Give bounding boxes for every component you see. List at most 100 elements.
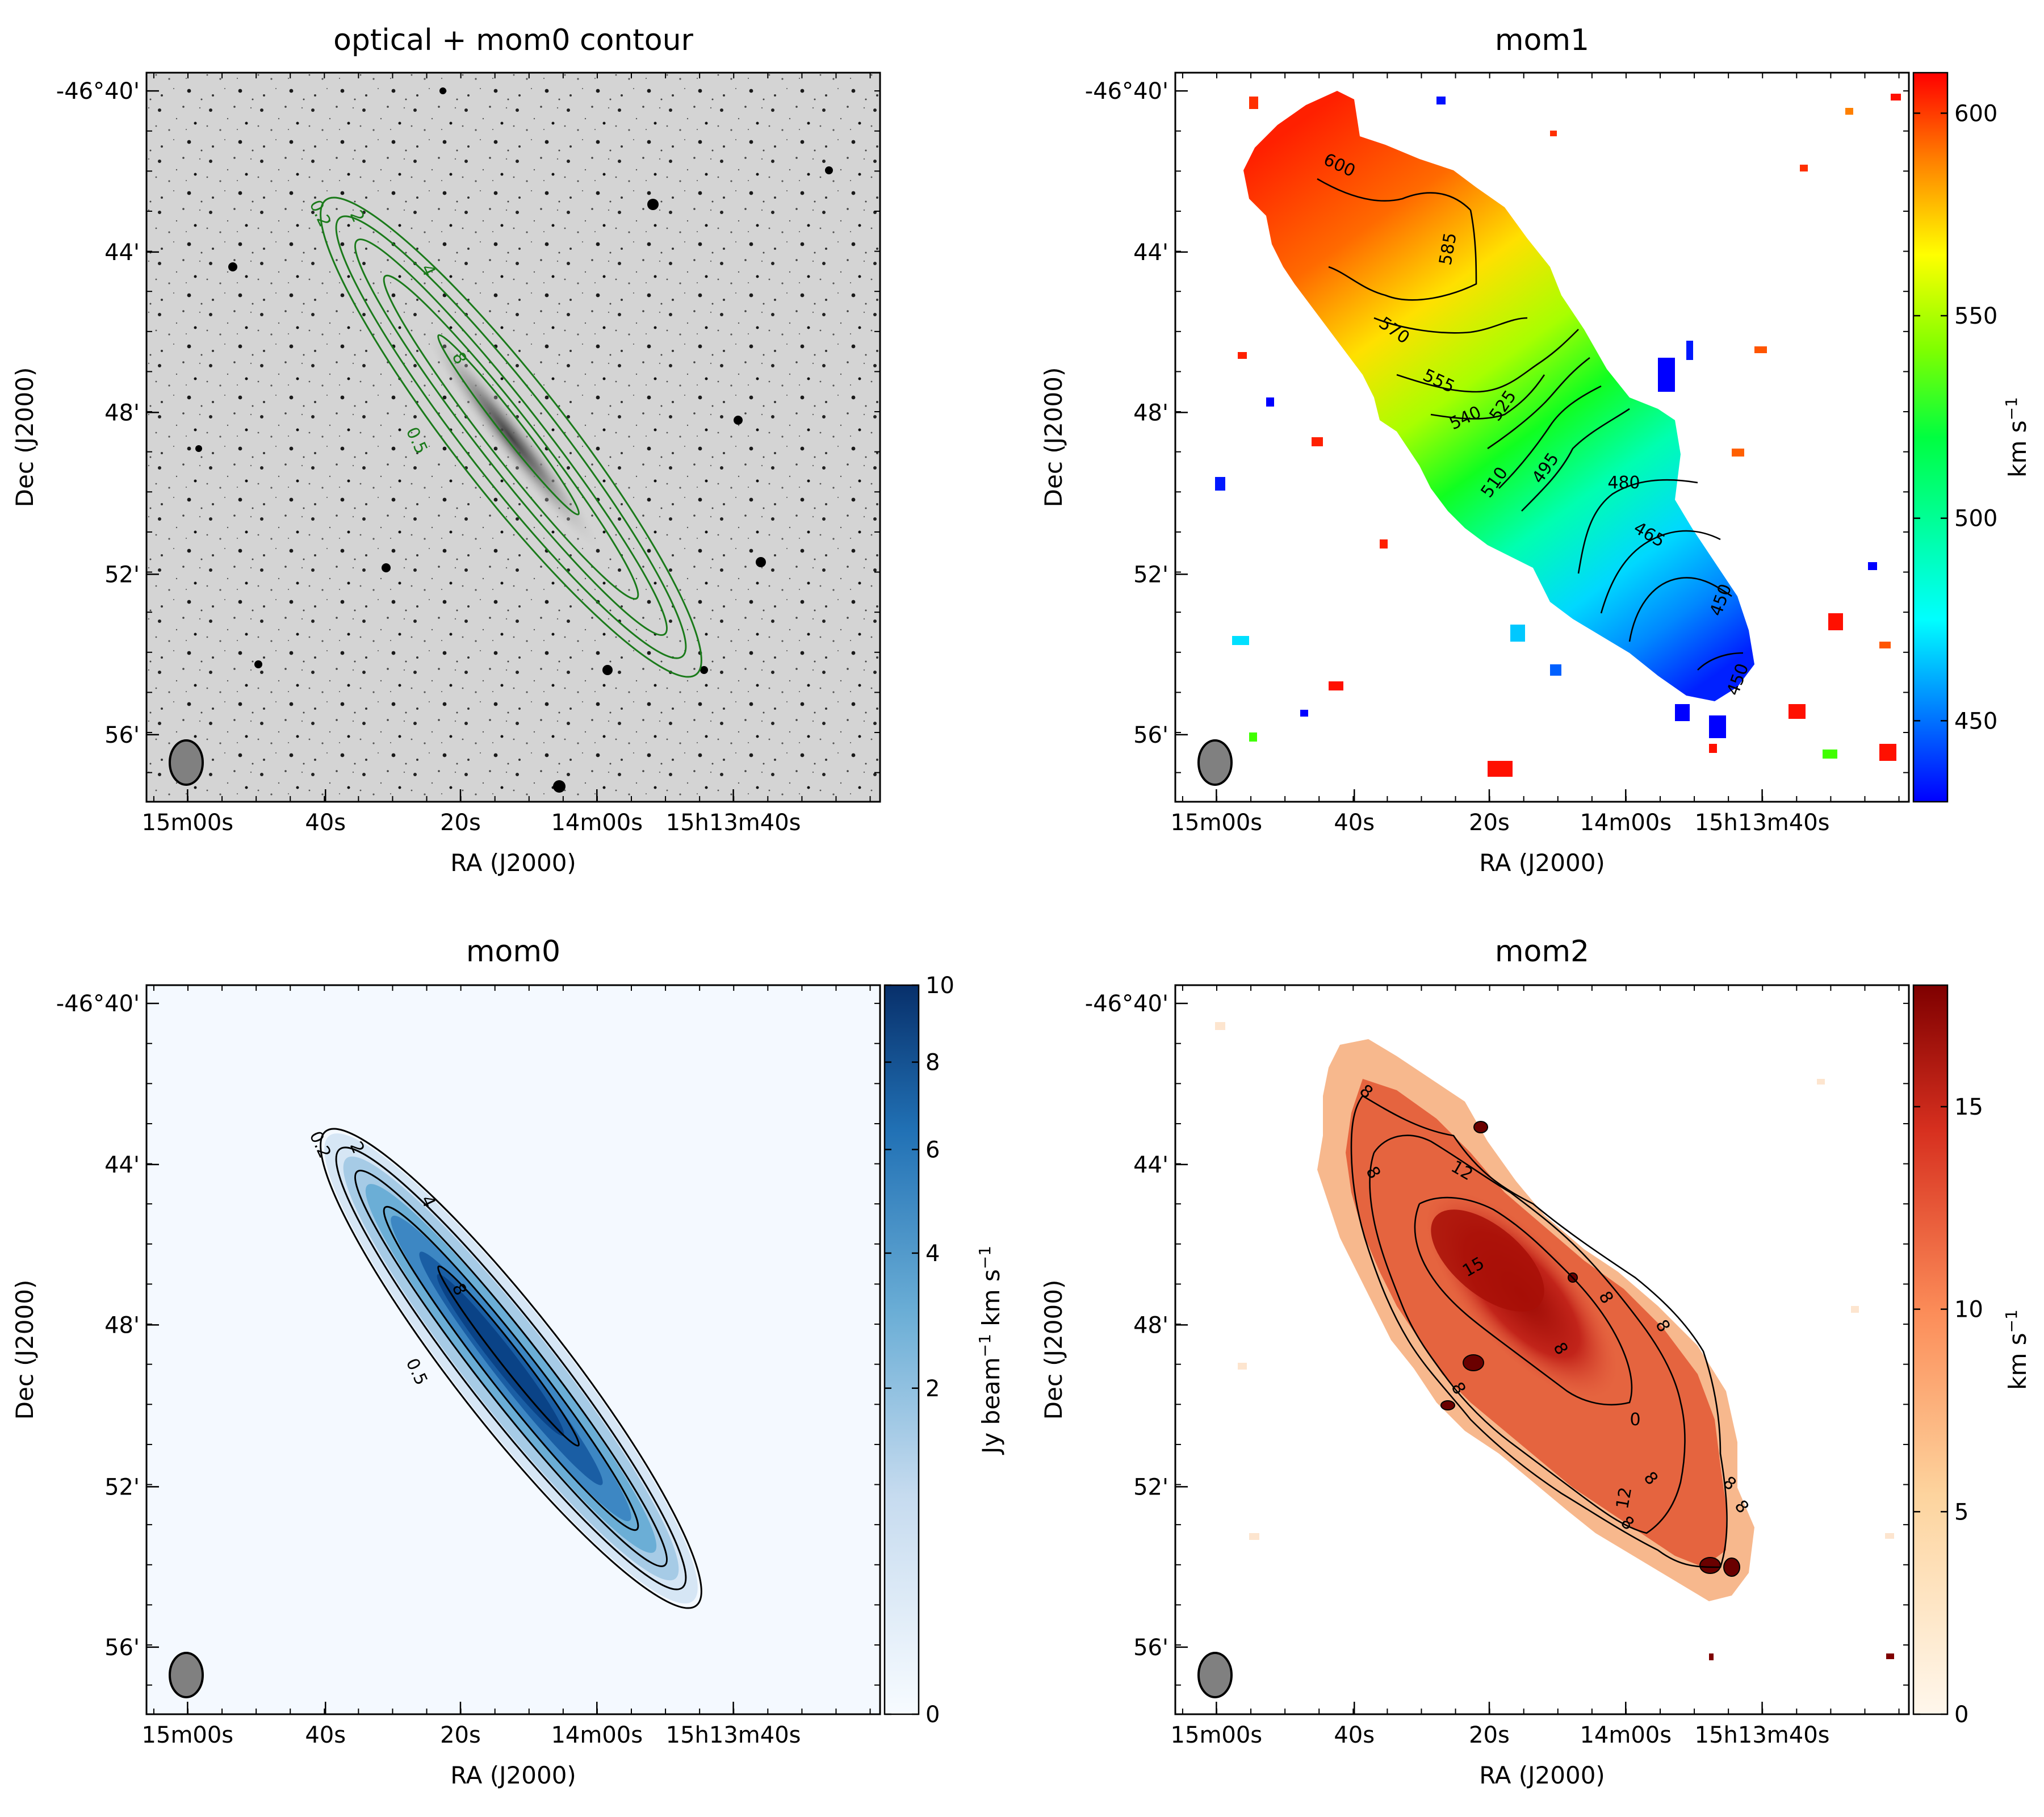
mom1-colorbar-ticks: 450 500 550 600 — [1913, 101, 1997, 734]
y-axis-label: Dec (J2000) — [1040, 367, 1067, 508]
beam-ellipse — [1197, 739, 1233, 786]
panel2-title: mom1 — [1495, 23, 1589, 57]
x-tick-label: 40s — [1334, 1722, 1375, 1748]
mom2-colorbar — [1912, 984, 1949, 1715]
colorbar-tick-label: 500 — [1954, 506, 1997, 532]
x-tick-label: 15h13m40s — [1695, 1722, 1830, 1748]
panel3-title: mom0 — [466, 935, 560, 969]
x-axis-label: RA (J2000) — [1479, 849, 1605, 877]
x-tick-label: 20s — [440, 1722, 481, 1748]
colorbar-tick-label: 2 — [925, 1376, 940, 1402]
mom1-colorbar-label: km s−1 — [2002, 397, 2032, 478]
panel4-title: mom2 — [1495, 935, 1589, 969]
contour-level-0.2 — [320, 196, 702, 678]
contour-level-0.5 — [335, 1146, 687, 1590]
colorbar-tick-label: 600 — [1954, 101, 1997, 127]
contour-label: 480 — [1607, 473, 1640, 493]
y-tick-label: 48' — [1133, 400, 1168, 426]
x-tick-label: 15m00s — [142, 810, 234, 836]
colorbar-tick-label: 5 — [1954, 1499, 1968, 1525]
x-tick-label: 40s — [1334, 810, 1375, 836]
contour-level-8 — [437, 1265, 580, 1447]
mom2-colorbar-ticks: 0 5 10 15 — [1913, 1094, 1983, 1728]
optical-galaxy — [418, 320, 604, 554]
p1-contours — [320, 196, 702, 678]
colorbar-tick-label: 0 — [925, 1702, 940, 1728]
x-tick-label: 20s — [440, 810, 481, 836]
y-tick-label: -46°40' — [56, 78, 140, 104]
mom0-colorbar-label: Jy beam−1 km s−1 — [975, 1246, 1005, 1455]
colorbar-tick-label: 4 — [925, 1241, 940, 1267]
y-axis-label: Dec (J2000) — [11, 1280, 39, 1420]
x-tick-label: 20s — [1469, 1722, 1510, 1748]
y-tick-label: -46°40' — [1085, 78, 1168, 104]
panel-mom1: mom1 — [1040, 23, 2032, 877]
y-tick-label: 56' — [104, 722, 140, 748]
y-axis-label: Dec (J2000) — [1040, 1280, 1067, 1420]
x-tick-label: 14m00s — [1580, 810, 1672, 836]
y-tick-label: 44' — [104, 1152, 140, 1178]
contour-label: 12 — [1612, 1486, 1636, 1511]
y-tick-label: -46°40' — [1085, 991, 1168, 1017]
y-tick-label: 56' — [104, 1635, 140, 1661]
mom1-contours — [1317, 178, 1744, 671]
x-tick-label: 14m00s — [1580, 1722, 1672, 1748]
mom2-noise — [1215, 1022, 1894, 1540]
panel1-axes: 15m00s 40s 20s 14m00s 15h13m40s -46°40' 44' 48'… — [11, 73, 880, 877]
contour-label: 0 — [1630, 1410, 1640, 1430]
mom0-colorbar-ticks: 0 2 4 6 8 10 — [885, 973, 954, 1728]
panel-mom2: mom2 — [1040, 935, 2032, 1789]
colorbar-tick-label: 450 — [1954, 708, 1997, 734]
panel1-title: optical + mom0 contour — [333, 23, 693, 57]
contour-level-2 — [354, 238, 668, 636]
y-tick-label: 52' — [1133, 562, 1168, 588]
y-tick-label: 48' — [104, 1312, 140, 1338]
mom1-noise-blobs — [1215, 94, 1901, 777]
contour-level-4 — [383, 274, 639, 600]
contour-level-0.2 — [320, 1128, 702, 1609]
x-tick-label: 15h13m40s — [1695, 810, 1830, 836]
colorbar-tick-label: 6 — [925, 1137, 940, 1163]
x-tick-label: 40s — [305, 1722, 346, 1748]
y-tick-label: 48' — [1133, 1312, 1168, 1338]
mom0-colorbar — [883, 984, 920, 1715]
mom2-contours — [1350, 1095, 1728, 1568]
contour-level-2 — [354, 1170, 668, 1567]
x-tick-label: 40s — [305, 810, 346, 836]
y-tick-label: 52' — [104, 1474, 140, 1500]
panel2-frame — [1174, 72, 1910, 803]
colorbar-tick-label: 10 — [925, 973, 954, 999]
p3-contours — [320, 1128, 702, 1609]
optical-bright-stars — [195, 87, 833, 793]
y-axis-label: Dec (J2000) — [11, 367, 39, 508]
mom1-colorbar — [1912, 72, 1949, 803]
beam-ellipse — [169, 1652, 204, 1698]
y-tick-label: 56' — [1133, 1635, 1168, 1661]
x-axis-label: RA (J2000) — [1479, 1761, 1605, 1789]
x-tick-label: 15h13m40s — [666, 810, 801, 836]
panel1-frame — [145, 72, 881, 803]
mom2-hotspots — [1440, 1121, 1740, 1577]
contour-level-4 — [383, 1205, 639, 1531]
y-tick-label: 52' — [1133, 1474, 1168, 1500]
mom1-velocity-field — [1243, 91, 1754, 701]
beam-ellipse — [1197, 1652, 1233, 1698]
colorbar-tick-label: 15 — [1954, 1094, 1983, 1120]
y-tick-label: 48' — [104, 400, 140, 426]
y-tick-label: -46°40' — [56, 991, 140, 1017]
y-tick-label: 52' — [104, 562, 140, 588]
contour-level-8 — [437, 334, 580, 516]
colorbar-tick-label: 0 — [1954, 1702, 1968, 1728]
x-axis-label: RA (J2000) — [450, 1761, 576, 1789]
y-tick-label: 44' — [104, 240, 140, 266]
y-tick-label: 44' — [1133, 1152, 1168, 1178]
panel2-axes: 15m00s 40s 20s 14m00s 15h13m40s -46°40' 44' 48'… — [1040, 73, 1909, 877]
x-tick-label: 14m00s — [551, 810, 643, 836]
x-tick-label: 15h13m40s — [666, 1722, 801, 1748]
panel4-axes: 15m00s 40s 20s 14m00s 15h13m40s -46°40' 44' 48'… — [1040, 985, 1909, 1789]
x-tick-label: 15m00s — [1171, 1722, 1263, 1748]
mom2-colorbar-label: km s−1 — [2002, 1309, 2032, 1390]
beam-ellipse — [169, 739, 204, 786]
